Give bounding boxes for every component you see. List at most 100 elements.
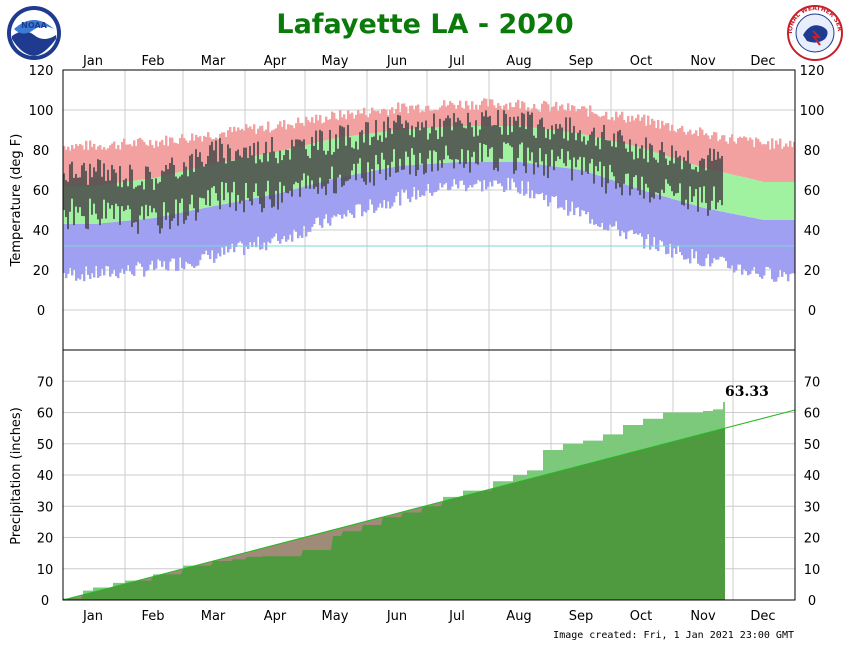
record-high-bar: [385, 109, 388, 132]
observed-temperature-bar: [325, 154, 327, 196]
record-low-bar: [89, 224, 92, 279]
observed-temperature-bar: [501, 134, 503, 159]
record-low-bar: [91, 224, 94, 274]
observed-temperature-bar: [295, 139, 297, 182]
observed-temperature-bar: [643, 158, 645, 199]
record-low-bar: [297, 188, 300, 239]
observed-temperature-bar: [329, 129, 331, 180]
record-low-bar: [475, 162, 478, 184]
record-high-bar: [337, 120, 340, 138]
temperature-tick-label-right: 100: [800, 104, 825, 119]
record-high-bar: [509, 102, 512, 126]
record-low-bar: [185, 211, 188, 262]
normal-range-bar: [765, 182, 768, 220]
record-high-bar: [585, 108, 588, 135]
observed-temperature-bar: [221, 143, 223, 182]
record-high-bar: [775, 140, 778, 182]
observed-temperature-bar: [303, 139, 305, 174]
observed-temperature-bar: [577, 132, 579, 160]
record-high-bar: [379, 113, 382, 133]
observed-temperature-bar: [213, 150, 215, 187]
record-low-bar: [249, 199, 252, 243]
record-high-bar: [601, 116, 604, 139]
record-low-bar: [599, 176, 602, 228]
record-high-bar: [679, 127, 682, 161]
observed-temperature-bar: [459, 120, 461, 165]
observed-temperature-bar: [211, 141, 213, 188]
record-high-bar: [361, 113, 364, 135]
record-low-bar: [465, 162, 468, 192]
record-high-bar: [589, 105, 592, 136]
precipitation-tick-label-right: 30: [804, 500, 821, 515]
observed-temperature-bar: [719, 158, 721, 201]
observed-temperature-bar: [335, 134, 337, 194]
observed-temperature-bar: [645, 137, 647, 184]
record-low-bar: [171, 214, 174, 259]
record-low-bar: [179, 212, 182, 258]
record-high-bar: [67, 146, 70, 186]
record-high-bar: [351, 112, 354, 136]
record-low-bar: [119, 221, 122, 273]
observed-temperature-bar: [143, 189, 145, 220]
record-low-bar: [581, 170, 584, 210]
record-low-bar: [107, 222, 110, 267]
observed-temperature-bar: [183, 162, 185, 224]
record-low-bar: [597, 175, 600, 227]
record-low-bar: [141, 219, 144, 267]
record-low-bar: [775, 220, 778, 282]
record-low-bar: [595, 174, 598, 225]
observed-temperature-bar: [193, 171, 195, 209]
record-high-bar: [439, 107, 442, 128]
observed-temperature-bar: [721, 155, 723, 206]
record-low-bar: [155, 217, 158, 269]
record-high-bar: [199, 136, 202, 168]
record-low-bar: [183, 212, 186, 270]
observed-temperature-bar: [693, 169, 695, 197]
precipitation-tick-label-left: 30: [37, 500, 54, 515]
observed-temperature-bar: [711, 160, 713, 201]
record-low-bar: [731, 213, 734, 266]
observed-temperature-bar: [253, 142, 255, 192]
observed-temperature-bar: [339, 125, 341, 175]
record-low-bar: [403, 165, 406, 193]
record-high-bar: [319, 115, 322, 142]
observed-temperature-bar: [703, 158, 705, 187]
record-low-bar: [87, 224, 90, 275]
record-low-bar: [265, 195, 268, 251]
observed-temperature-bar: [631, 151, 633, 190]
record-high-bar: [519, 108, 522, 126]
record-low-bar: [247, 199, 250, 249]
record-low-bar: [173, 214, 176, 259]
observed-temperature-bar: [619, 129, 621, 188]
record-high-bar: [543, 100, 546, 130]
month-label-bottom: Nov: [690, 609, 716, 624]
observed-temperature-bar: [341, 126, 343, 187]
record-low-bar: [791, 220, 794, 274]
record-high-bar: [749, 137, 752, 179]
observed-temperature-bar: [479, 129, 481, 143]
record-low-bar: [329, 179, 332, 226]
record-low-bar: [135, 219, 138, 266]
observed-temperature-bar: [395, 122, 397, 173]
record-high-bar: [147, 145, 150, 179]
record-high-bar: [247, 127, 250, 158]
normal-range-bar: [713, 170, 716, 210]
observed-temperature-bar: [273, 151, 275, 207]
record-high-bar: [471, 101, 474, 126]
record-low-bar: [497, 162, 500, 184]
record-low-bar: [559, 167, 562, 208]
observed-temperature-bar: [547, 128, 549, 179]
record-low-bar: [415, 164, 418, 200]
record-high-bar: [143, 142, 146, 180]
record-high-bar: [695, 130, 698, 166]
record-high-bar: [759, 141, 762, 182]
observed-temperature-bar: [487, 116, 489, 157]
record-low-bar: [123, 221, 126, 274]
observed-temperature-bar: [573, 125, 575, 158]
record-high-bar: [773, 148, 776, 182]
record-low-bar: [505, 162, 508, 190]
observed-temperature-bar: [551, 125, 553, 150]
observed-temperature-bar: [89, 163, 91, 199]
record-low-bar: [563, 167, 566, 210]
record-high-bar: [483, 98, 486, 126]
